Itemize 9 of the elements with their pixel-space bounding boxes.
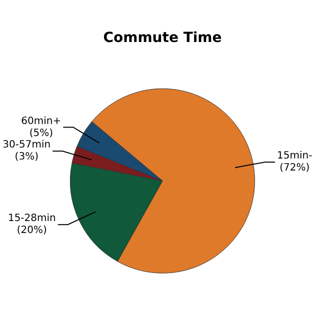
data-label: (20%) <box>16 225 48 236</box>
data-label: (3%) <box>14 152 39 163</box>
chart-title: Commute Time <box>103 30 222 46</box>
slice-label: 30-57min <box>2 140 51 151</box>
slice-label: 15min- <box>277 150 313 162</box>
slice-label: 60min+ <box>21 116 62 127</box>
data-label: (5%) <box>29 128 54 139</box>
slice-label: 15-28min <box>8 213 56 224</box>
data-label: (72%) <box>280 162 310 174</box>
